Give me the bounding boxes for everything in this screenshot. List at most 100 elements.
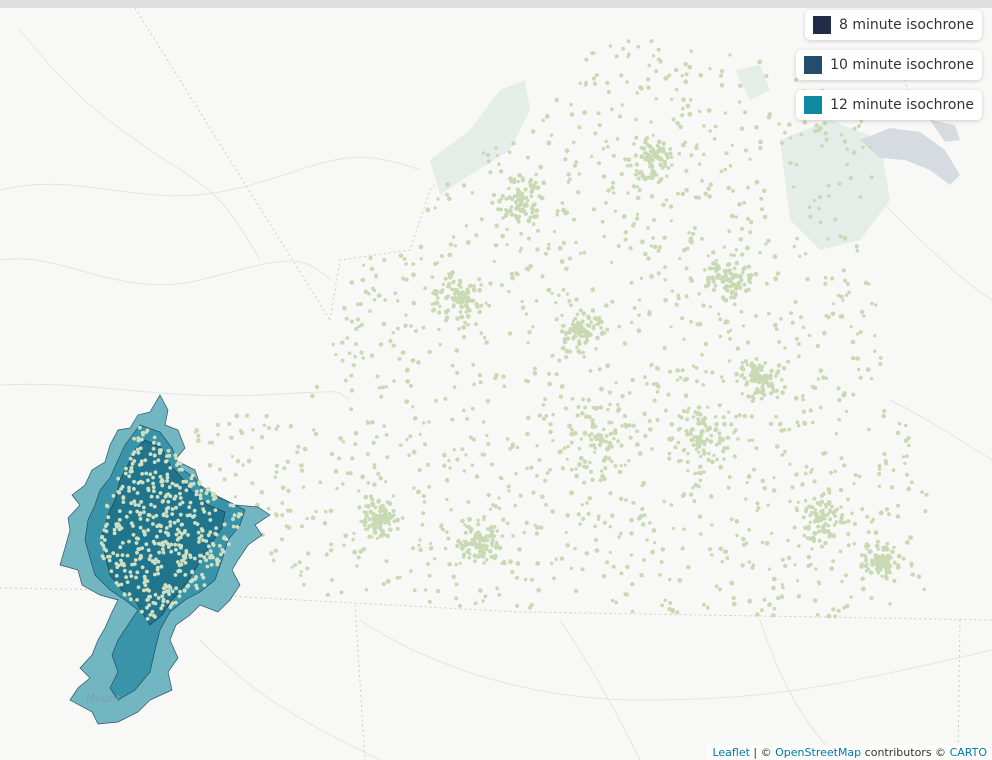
point-marker bbox=[468, 283, 473, 289]
point-marker bbox=[859, 564, 864, 569]
point-marker bbox=[555, 209, 560, 214]
point-marker bbox=[543, 251, 548, 256]
point-marker bbox=[152, 440, 156, 445]
point-marker bbox=[565, 543, 570, 548]
point-marker bbox=[271, 558, 276, 563]
point-marker bbox=[788, 311, 793, 316]
point-marker bbox=[487, 303, 492, 308]
point-marker bbox=[593, 316, 598, 321]
point-marker bbox=[720, 437, 725, 443]
point-marker bbox=[528, 264, 533, 269]
point-marker bbox=[694, 379, 699, 384]
point-marker bbox=[646, 85, 651, 90]
point-marker bbox=[628, 246, 633, 251]
point-marker bbox=[650, 362, 654, 367]
point-marker bbox=[833, 469, 837, 474]
point-marker bbox=[382, 514, 387, 518]
point-marker bbox=[576, 349, 582, 354]
point-marker bbox=[816, 128, 821, 133]
point-marker bbox=[760, 207, 764, 212]
point-marker bbox=[509, 179, 514, 184]
point-marker bbox=[843, 573, 849, 578]
point-marker bbox=[176, 560, 180, 564]
point-marker bbox=[884, 561, 889, 567]
point-marker bbox=[746, 264, 752, 269]
point-marker bbox=[582, 355, 586, 359]
point-marker bbox=[194, 492, 199, 497]
point-marker bbox=[546, 371, 552, 376]
point-marker bbox=[731, 601, 737, 607]
legend-item-10-minute[interactable]: 10 minute isochrone bbox=[796, 50, 982, 80]
point-marker bbox=[858, 329, 863, 335]
point-marker bbox=[190, 473, 195, 478]
point-marker bbox=[409, 324, 413, 328]
point-marker bbox=[519, 202, 523, 207]
point-marker bbox=[526, 341, 530, 345]
point-marker bbox=[713, 284, 718, 288]
point-marker bbox=[571, 319, 576, 323]
point-marker bbox=[896, 553, 902, 559]
point-marker bbox=[830, 504, 834, 509]
point-marker bbox=[706, 254, 710, 258]
point-marker bbox=[537, 458, 542, 462]
point-marker bbox=[728, 164, 733, 168]
point-marker bbox=[895, 514, 901, 519]
point-marker bbox=[358, 302, 363, 307]
point-marker bbox=[446, 283, 451, 289]
point-marker bbox=[592, 450, 597, 454]
point-marker bbox=[132, 562, 137, 566]
point-marker bbox=[141, 505, 146, 510]
point-marker bbox=[737, 413, 742, 418]
point-marker bbox=[597, 443, 603, 448]
point-marker bbox=[684, 188, 689, 193]
point-marker bbox=[482, 518, 486, 522]
point-marker bbox=[806, 554, 812, 560]
point-marker bbox=[662, 235, 667, 240]
point-marker bbox=[523, 577, 528, 582]
point-marker bbox=[445, 182, 450, 187]
point-marker bbox=[411, 300, 417, 306]
point-marker bbox=[669, 325, 673, 329]
point-marker bbox=[743, 110, 748, 115]
point-marker bbox=[697, 109, 702, 114]
point-marker bbox=[795, 420, 800, 425]
point-marker bbox=[443, 396, 448, 401]
point-marker bbox=[178, 535, 183, 540]
point-marker bbox=[196, 433, 201, 438]
point-marker bbox=[637, 313, 641, 318]
point-marker bbox=[111, 551, 116, 555]
point-marker bbox=[639, 146, 644, 150]
legend-item-8-minute[interactable]: 8 minute isochrone bbox=[804, 10, 982, 40]
leaflet-link[interactable]: Leaflet bbox=[712, 746, 750, 759]
legend-item-12-minute[interactable]: 12 minute isochrone bbox=[796, 90, 982, 120]
point-marker bbox=[597, 432, 601, 437]
point-marker bbox=[735, 379, 739, 383]
point-marker bbox=[797, 544, 801, 548]
point-marker bbox=[734, 248, 739, 252]
point-marker bbox=[861, 586, 866, 592]
point-marker bbox=[658, 59, 663, 64]
point-marker bbox=[486, 527, 490, 531]
point-marker bbox=[854, 244, 859, 249]
point-marker bbox=[896, 503, 901, 508]
carto-link[interactable]: CARTO bbox=[949, 746, 987, 759]
point-marker bbox=[488, 281, 493, 286]
openstreetmap-link[interactable]: OpenStreetMap bbox=[775, 746, 862, 759]
point-marker bbox=[604, 303, 609, 308]
point-marker bbox=[774, 414, 778, 419]
point-marker bbox=[711, 287, 717, 293]
point-marker bbox=[199, 534, 204, 538]
point-marker bbox=[197, 540, 201, 544]
point-marker bbox=[325, 592, 330, 598]
point-marker bbox=[382, 424, 387, 429]
point-marker bbox=[385, 455, 390, 460]
point-marker bbox=[524, 195, 529, 200]
point-marker bbox=[662, 499, 667, 504]
point-marker bbox=[663, 297, 668, 303]
point-marker bbox=[655, 150, 660, 155]
point-marker bbox=[338, 436, 344, 441]
point-marker bbox=[228, 503, 233, 507]
point-marker bbox=[593, 406, 599, 411]
point-marker bbox=[867, 550, 872, 555]
